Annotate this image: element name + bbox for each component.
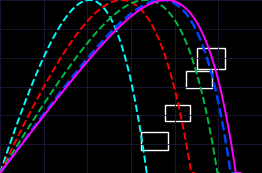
Bar <box>165 105 190 121</box>
Bar <box>141 132 168 150</box>
Bar <box>186 71 212 88</box>
Bar <box>196 48 225 69</box>
